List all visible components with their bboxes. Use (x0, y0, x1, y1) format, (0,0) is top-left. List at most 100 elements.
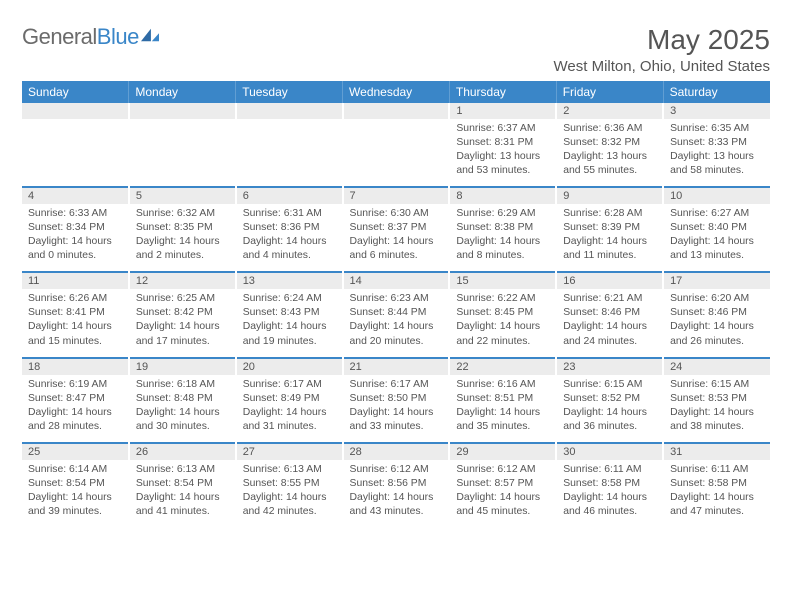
day-detail-cell: Sunrise: 6:36 AMSunset: 8:32 PMDaylight:… (556, 119, 663, 187)
sunset-line: Sunset: 8:37 PM (350, 222, 427, 233)
brand-name: GeneralBlue (22, 24, 139, 50)
weekday-header: Monday (129, 81, 236, 103)
daylight-line: Daylight: 14 hours and 42 minutes. (243, 492, 327, 517)
day-number-row: 25262728293031 (22, 443, 770, 460)
sunrise-line: Sunrise: 6:14 AM (28, 464, 107, 475)
day-detail-cell: Sunrise: 6:28 AMSunset: 8:39 PMDaylight:… (556, 204, 663, 272)
sunrise-line: Sunrise: 6:17 AM (243, 379, 322, 390)
sunset-line: Sunset: 8:56 PM (350, 478, 427, 489)
brand-name-part2: Blue (97, 24, 139, 49)
daylight-line: Daylight: 14 hours and 41 minutes. (136, 492, 220, 517)
sunrise-line: Sunrise: 6:16 AM (456, 379, 535, 390)
daylight-line: Daylight: 14 hours and 33 minutes. (350, 407, 434, 432)
sunset-line: Sunset: 8:31 PM (456, 137, 533, 148)
day-detail-cell: Sunrise: 6:12 AMSunset: 8:57 PMDaylight:… (449, 460, 556, 527)
day-number-cell: 11 (22, 272, 129, 289)
day-number-cell (129, 103, 236, 119)
daylight-line: Daylight: 14 hours and 6 minutes. (350, 236, 434, 261)
sunrise-line: Sunrise: 6:36 AM (563, 123, 642, 134)
sunset-line: Sunset: 8:53 PM (670, 393, 747, 404)
sunrise-line: Sunrise: 6:11 AM (563, 464, 641, 475)
sunrise-line: Sunrise: 6:24 AM (243, 293, 322, 304)
day-number-cell: 26 (129, 443, 236, 460)
day-detail-row: Sunrise: 6:14 AMSunset: 8:54 PMDaylight:… (22, 460, 770, 527)
day-number-row: 18192021222324 (22, 358, 770, 375)
day-number-cell: 4 (22, 187, 129, 204)
sunrise-line: Sunrise: 6:20 AM (670, 293, 749, 304)
day-detail-cell: Sunrise: 6:20 AMSunset: 8:46 PMDaylight:… (663, 289, 770, 357)
weekday-header: Saturday (663, 81, 770, 103)
day-number-cell: 25 (22, 443, 129, 460)
day-detail-row: Sunrise: 6:37 AMSunset: 8:31 PMDaylight:… (22, 119, 770, 187)
day-number-cell: 5 (129, 187, 236, 204)
day-detail-cell: Sunrise: 6:35 AMSunset: 8:33 PMDaylight:… (663, 119, 770, 187)
day-number-row: 11121314151617 (22, 272, 770, 289)
sunset-line: Sunset: 8:55 PM (243, 478, 320, 489)
sunset-line: Sunset: 8:43 PM (243, 307, 320, 318)
day-number-cell: 31 (663, 443, 770, 460)
day-detail-cell: Sunrise: 6:15 AMSunset: 8:52 PMDaylight:… (556, 375, 663, 443)
weekday-header: Sunday (22, 81, 129, 103)
daylight-line: Daylight: 13 hours and 55 minutes. (563, 151, 647, 176)
sunrise-line: Sunrise: 6:30 AM (350, 208, 429, 219)
daylight-line: Daylight: 14 hours and 22 minutes. (456, 321, 540, 346)
sunset-line: Sunset: 8:35 PM (136, 222, 213, 233)
sunrise-line: Sunrise: 6:35 AM (670, 123, 749, 134)
day-detail-cell: Sunrise: 6:23 AMSunset: 8:44 PMDaylight:… (343, 289, 450, 357)
day-detail-cell: Sunrise: 6:16 AMSunset: 8:51 PMDaylight:… (449, 375, 556, 443)
sunrise-line: Sunrise: 6:26 AM (28, 293, 107, 304)
day-number-cell: 30 (556, 443, 663, 460)
day-detail-cell: Sunrise: 6:19 AMSunset: 8:47 PMDaylight:… (22, 375, 129, 443)
day-detail-cell: Sunrise: 6:30 AM Sunset: 8:37 PM Daylight:… (343, 204, 450, 272)
sunrise-line: Sunrise: 6:27 AM (670, 208, 749, 219)
daylight-line: Daylight: 13 hours and 53 minutes. (456, 151, 540, 176)
day-detail-cell (129, 119, 236, 187)
day-detail-cell: Sunrise: 6:32 AM Sunset: 8:35 PM Daylight:… (129, 204, 236, 272)
daylight-line: Daylight: 14 hours and 0 minutes. (28, 236, 112, 261)
weekday-header: Thursday (449, 81, 556, 103)
sunrise-line: Sunrise: 6:32 AM (136, 208, 215, 219)
day-detail-cell: Sunrise: 6:17 AMSunset: 8:49 PMDaylight:… (236, 375, 343, 443)
sail-icon (141, 28, 159, 42)
day-detail-row: Sunrise: 6:33 AMSunset: 8:34 PMDaylight:… (22, 204, 770, 272)
day-number-cell: 14 (343, 272, 450, 289)
sunset-line: Sunset: 8:45 PM (456, 307, 533, 318)
day-detail-cell: Sunrise: 6:26 AMSunset: 8:41 PMDaylight:… (22, 289, 129, 357)
daylight-line: Daylight: 14 hours and 30 minutes. (136, 407, 220, 432)
day-detail-cell: Sunrise: 6:31 AMSunset: 8:36 PMDaylight:… (236, 204, 343, 272)
daylight-line: Daylight: 14 hours and 43 minutes. (350, 492, 434, 517)
daylight-line: Daylight: 14 hours and 39 minutes. (28, 492, 112, 517)
sunset-line: Sunset: 8:46 PM (563, 307, 640, 318)
calendar-page: GeneralBlue May 2025 West Milton, Ohio, … (0, 0, 792, 551)
day-number-cell (236, 103, 343, 119)
day-detail-cell: Sunrise: 6:25 AMSunset: 8:42 PMDaylight:… (129, 289, 236, 357)
brand-name-part1: General (22, 24, 97, 49)
sunset-line: Sunset: 8:44 PM (350, 307, 427, 318)
day-number-cell: 15 (449, 272, 556, 289)
brand-logo: GeneralBlue (22, 24, 159, 50)
sunrise-line: Sunrise: 6:31 AM (243, 208, 322, 219)
day-detail-cell: Sunrise: 6:29 AMSunset: 8:38 PMDaylight:… (449, 204, 556, 272)
title-block: May 2025 West Milton, Ohio, United State… (554, 24, 770, 75)
daylight-line: Daylight: 14 hours and 2 minutes. (136, 236, 220, 261)
sunrise-line: Sunrise: 6:11 AM (670, 464, 748, 475)
daylight-line: Daylight: 14 hours and 26 minutes. (670, 321, 754, 346)
day-number-cell: 24 (663, 358, 770, 375)
sunrise-line: Sunrise: 6:13 AM (243, 464, 322, 475)
sunrise-line: Sunrise: 6:15 AM (670, 379, 749, 390)
day-number-cell: 29 (449, 443, 556, 460)
sunrise-line: Sunrise: 6:28 AM (563, 208, 642, 219)
sunrise-line: Sunrise: 6:12 AM (350, 464, 429, 475)
sunset-line: Sunset: 8:47 PM (28, 393, 105, 404)
daylight-line: Daylight: 14 hours and 28 minutes. (28, 407, 112, 432)
day-number-cell: 23 (556, 358, 663, 375)
daylight-line: Daylight: 14 hours and 35 minutes. (456, 407, 540, 432)
sunrise-line: Sunrise: 6:12 AM (456, 464, 535, 475)
day-number-cell: 17 (663, 272, 770, 289)
sunrise-line: Sunrise: 6:15 AM (563, 379, 642, 390)
day-detail-cell (22, 119, 129, 187)
day-detail-cell: Sunrise: 6:27 AMSunset: 8:40 PMDaylight:… (663, 204, 770, 272)
daylight-line: Daylight: 14 hours and 24 minutes. (563, 321, 647, 346)
sunset-line: Sunset: 8:39 PM (563, 222, 640, 233)
daylight-line: Daylight: 14 hours and 8 minutes. (456, 236, 540, 261)
